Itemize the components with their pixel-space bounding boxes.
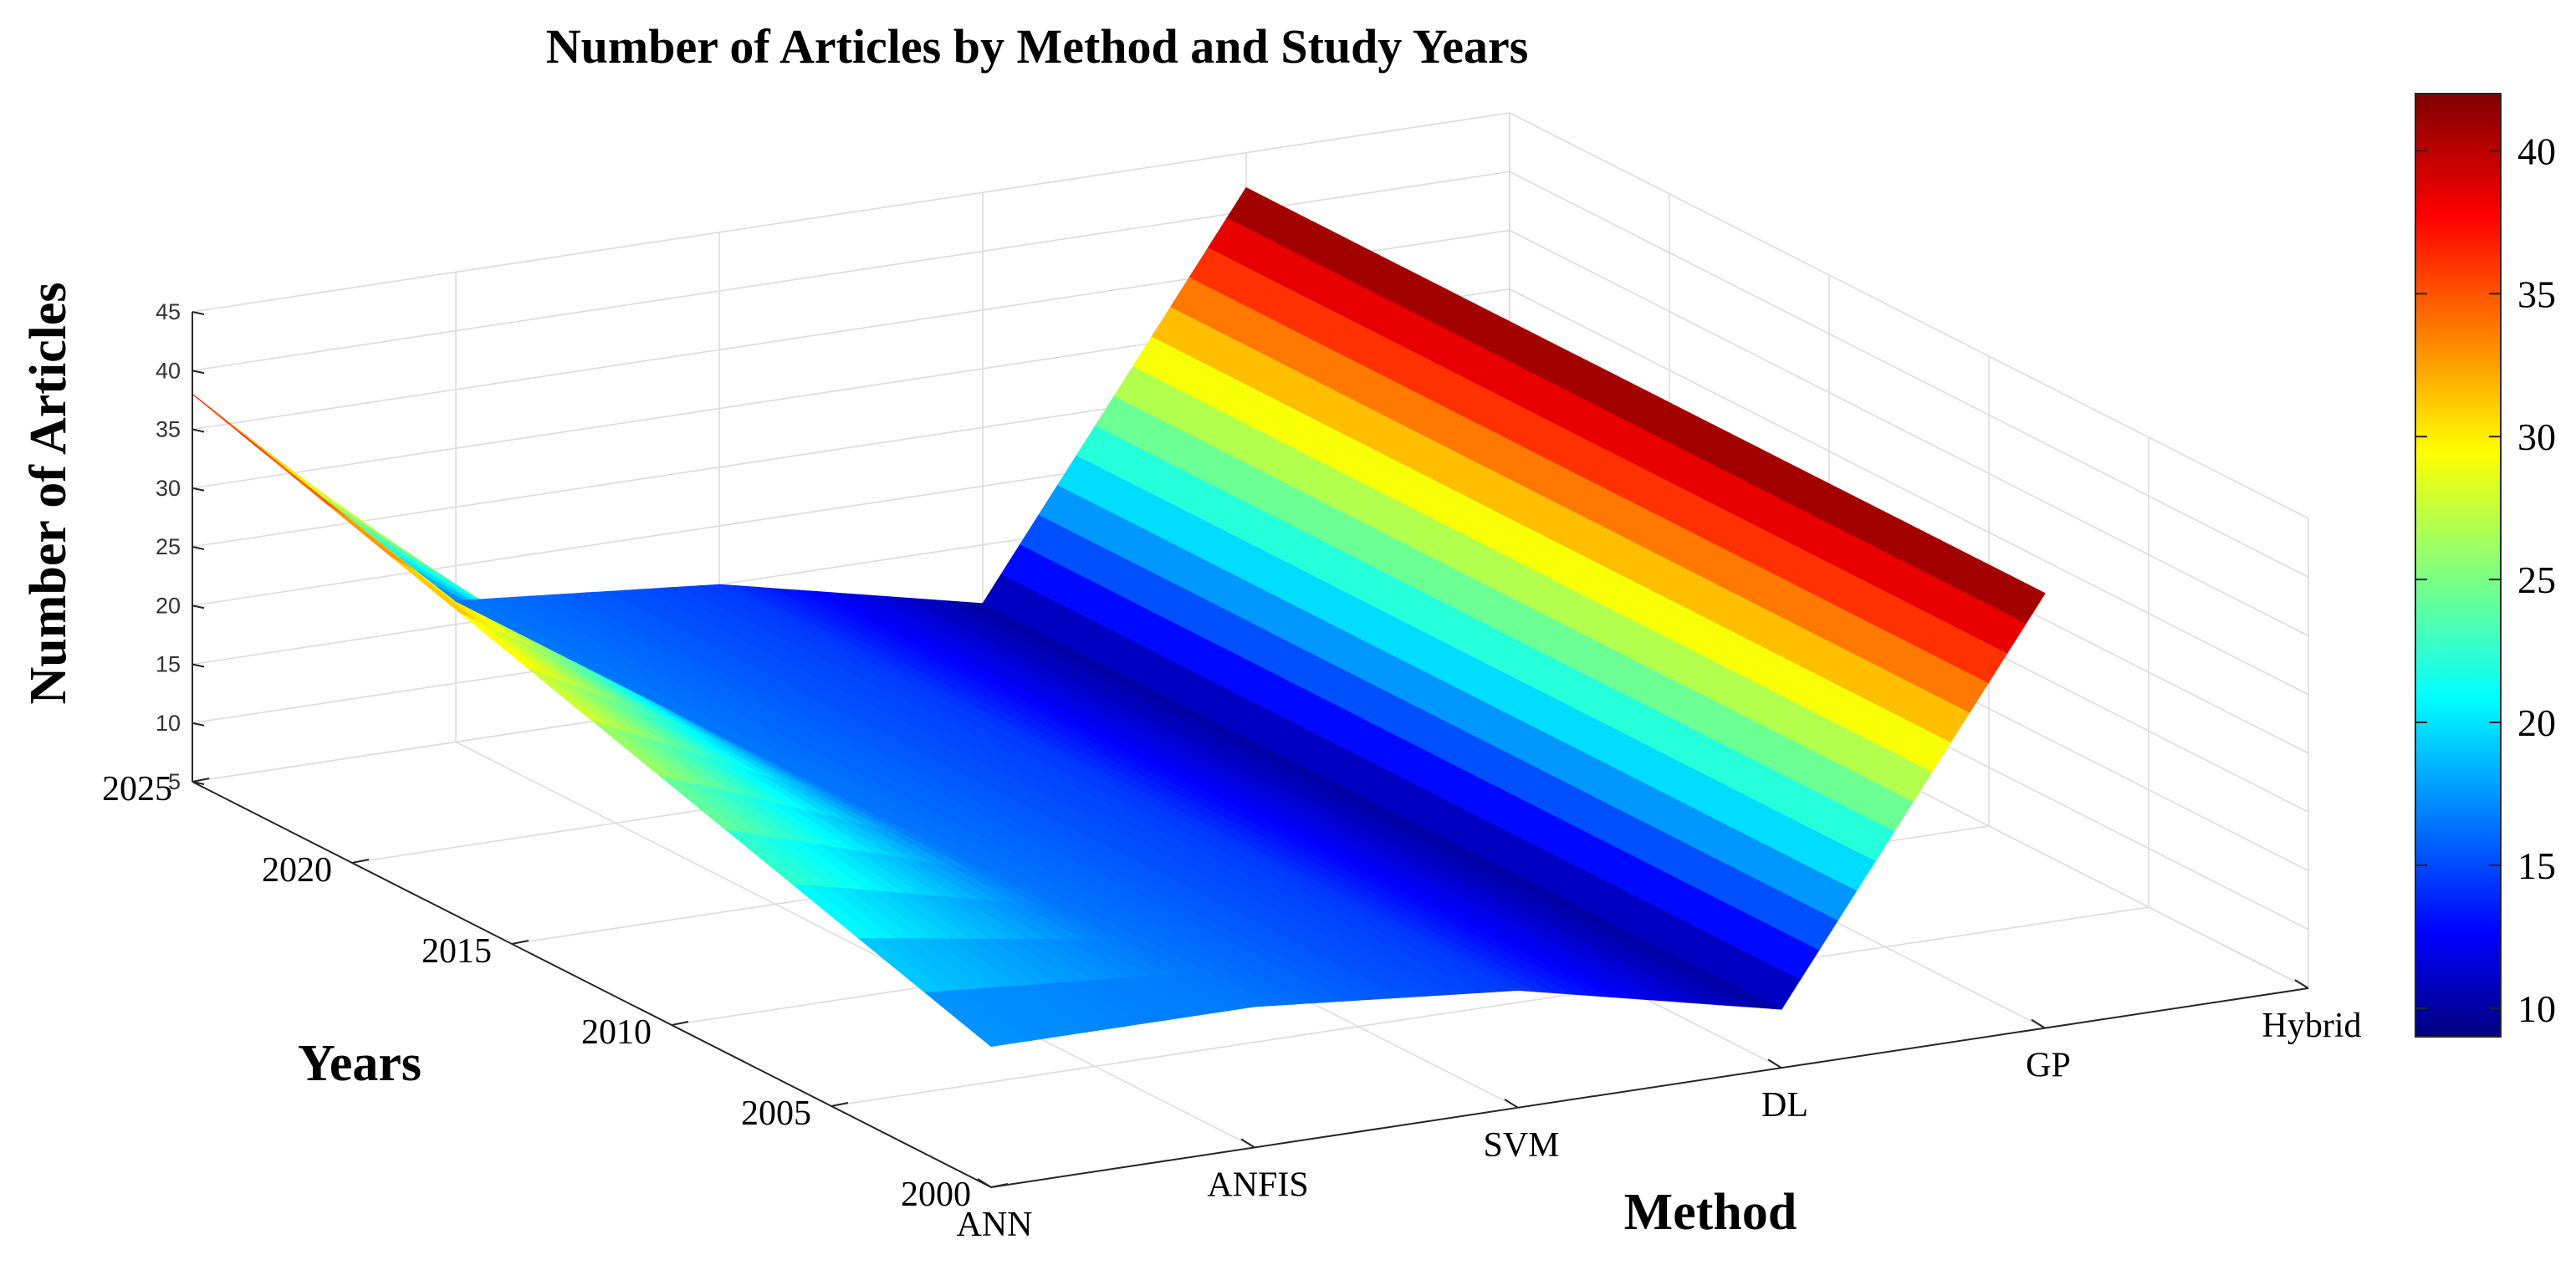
x-axis-line: [990, 987, 2309, 1188]
z-tick-label: 35: [156, 417, 181, 442]
z-tick-mark: [192, 722, 205, 727]
method-tick-label: Hybrid: [2262, 1007, 2362, 1045]
z-tick-mark: [192, 311, 205, 315]
colorbar-tick-label: 30: [2517, 416, 2556, 458]
colorbar-tick-label: 25: [2517, 559, 2556, 601]
year-tick-mark: [831, 1102, 849, 1107]
y-axis-label: Years: [298, 1035, 422, 1092]
back-wall-grid-z-40: [192, 171, 1510, 372]
z-tick-mark: [192, 370, 205, 375]
z-tick-label: 30: [156, 476, 181, 501]
year-tick-label: 2005: [741, 1094, 811, 1133]
axis-layer: ANNANFISSVMDLGPHybrid2000200520102015202…: [102, 299, 2362, 1244]
year-tick-label: 2020: [262, 851, 332, 890]
z-axis-label: Number of Articles: [20, 282, 77, 704]
year-tick-mark: [990, 1183, 1009, 1188]
z-tick-mark: [192, 663, 205, 668]
year-tick-mark: [671, 1021, 689, 1026]
y-axis-line: [192, 781, 992, 1188]
year-tick-mark: [351, 859, 370, 864]
colorbar-tick-label: 15: [2517, 844, 2556, 887]
method-tick-mark: [2294, 979, 2309, 989]
z-tick-mark: [192, 487, 205, 492]
method-tick-label: GP: [2026, 1047, 2071, 1085]
year-tick-label: 2000: [901, 1176, 971, 1214]
colorbar-ticks: 10 15 20 25 30 35 40: [2415, 130, 2556, 1030]
z-tick-label: 20: [156, 593, 181, 618]
method-tick-label: ANFIS: [1207, 1166, 1308, 1204]
method-tick-label: SVM: [1483, 1126, 1559, 1165]
z-tick-label: 25: [156, 534, 181, 559]
side-wall-grid-z-35: [1509, 229, 2309, 637]
side-wall-grid-z-40: [1509, 171, 2309, 578]
chart-title: Number of Articles by Method and Study Y…: [546, 19, 1529, 74]
surface-patch: [380, 541, 467, 596]
floor-grid-method-1: [455, 741, 1255, 1149]
surface-patch: [391, 556, 478, 621]
year-tick-label: 2010: [581, 1013, 652, 1052]
colorbar-tick-label: 35: [2517, 273, 2556, 315]
year-tick-label: 2015: [422, 932, 492, 971]
year-tick-label: 2025: [102, 770, 172, 808]
method-tick-label: ANN: [957, 1206, 1033, 1244]
colorbar-tick-label: 20: [2517, 701, 2556, 744]
floor-grid-year-2005: [831, 906, 2149, 1107]
method-tick-mark: [2031, 1018, 2046, 1029]
surface-patch: [1226, 186, 1314, 252]
colorbar-tick-label: 40: [2517, 130, 2556, 172]
surface-layer: [192, 186, 2046, 1048]
method-tick-mark: [977, 1178, 992, 1188]
z-tick-label: 10: [156, 711, 181, 736]
z-tick-label: 5: [168, 769, 181, 794]
method-tick-mark: [1767, 1058, 1782, 1069]
year-tick-mark: [192, 778, 210, 783]
z-tick-label: 15: [156, 652, 181, 677]
x-axis-label: Method: [1624, 1184, 1797, 1241]
colorbar-gradient: [2415, 93, 2502, 1038]
side-wall-grid-z-30: [1509, 288, 2309, 696]
z-tick-mark: [192, 428, 205, 433]
z-tick-mark: [192, 546, 205, 550]
z-tick-mark: [192, 781, 205, 785]
method-tick-label: DL: [1761, 1086, 1808, 1125]
method-tick-mark: [1504, 1098, 1519, 1109]
side-wall-grid-z-45: [1509, 112, 2309, 519]
z-tick-mark: [192, 604, 205, 610]
colorbar: 10 15 20 25 30 35 40: [2415, 93, 2556, 1038]
year-tick-mark: [511, 940, 529, 945]
colorbar-tick-label: 10: [2517, 987, 2556, 1030]
method-tick-mark: [1240, 1138, 1255, 1149]
back-wall-grid-z-45: [192, 112, 1510, 313]
z-tick-label: 40: [156, 358, 181, 383]
z-tick-label: 45: [156, 299, 181, 324]
